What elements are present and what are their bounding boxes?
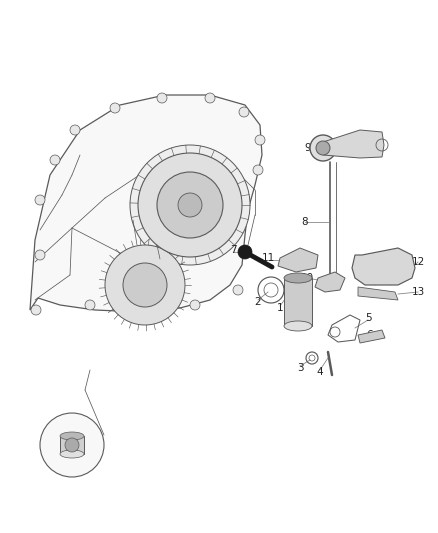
Circle shape <box>253 165 263 175</box>
Text: 2: 2 <box>254 297 261 307</box>
Circle shape <box>65 438 79 452</box>
Circle shape <box>40 413 104 477</box>
Ellipse shape <box>284 273 312 283</box>
Circle shape <box>143 305 153 315</box>
Circle shape <box>255 135 265 145</box>
Text: 7: 7 <box>230 245 237 255</box>
Polygon shape <box>352 248 415 285</box>
Circle shape <box>238 245 252 259</box>
Circle shape <box>157 93 167 103</box>
Text: 6: 6 <box>367 330 373 340</box>
Circle shape <box>105 245 185 325</box>
Text: 1: 1 <box>277 303 283 313</box>
Circle shape <box>138 153 242 257</box>
Circle shape <box>233 285 243 295</box>
Circle shape <box>85 300 95 310</box>
Polygon shape <box>358 287 398 300</box>
Circle shape <box>35 250 45 260</box>
Text: 13: 13 <box>411 287 424 297</box>
Circle shape <box>205 93 215 103</box>
Text: 10: 10 <box>300 273 314 283</box>
Circle shape <box>130 145 250 265</box>
Text: 9: 9 <box>305 143 311 153</box>
Circle shape <box>35 195 45 205</box>
Text: 8: 8 <box>302 217 308 227</box>
Circle shape <box>239 107 249 117</box>
Polygon shape <box>358 330 385 343</box>
Polygon shape <box>315 272 345 292</box>
Circle shape <box>190 300 200 310</box>
Ellipse shape <box>60 450 84 458</box>
Circle shape <box>310 135 336 161</box>
Circle shape <box>70 125 80 135</box>
Text: 11: 11 <box>261 253 275 263</box>
Circle shape <box>110 103 120 113</box>
Text: 4: 4 <box>317 367 323 377</box>
Text: 14: 14 <box>61 443 74 453</box>
Circle shape <box>316 141 330 155</box>
Circle shape <box>178 193 202 217</box>
Polygon shape <box>30 95 262 312</box>
Polygon shape <box>278 248 318 272</box>
Ellipse shape <box>60 432 84 440</box>
Text: 12: 12 <box>411 257 424 267</box>
FancyBboxPatch shape <box>284 278 312 326</box>
Ellipse shape <box>284 321 312 331</box>
Circle shape <box>123 263 167 307</box>
Circle shape <box>50 155 60 165</box>
Polygon shape <box>323 130 384 158</box>
Text: 3: 3 <box>297 363 303 373</box>
Circle shape <box>31 305 41 315</box>
Circle shape <box>157 172 223 238</box>
FancyBboxPatch shape <box>60 436 84 454</box>
Text: 5: 5 <box>365 313 371 323</box>
